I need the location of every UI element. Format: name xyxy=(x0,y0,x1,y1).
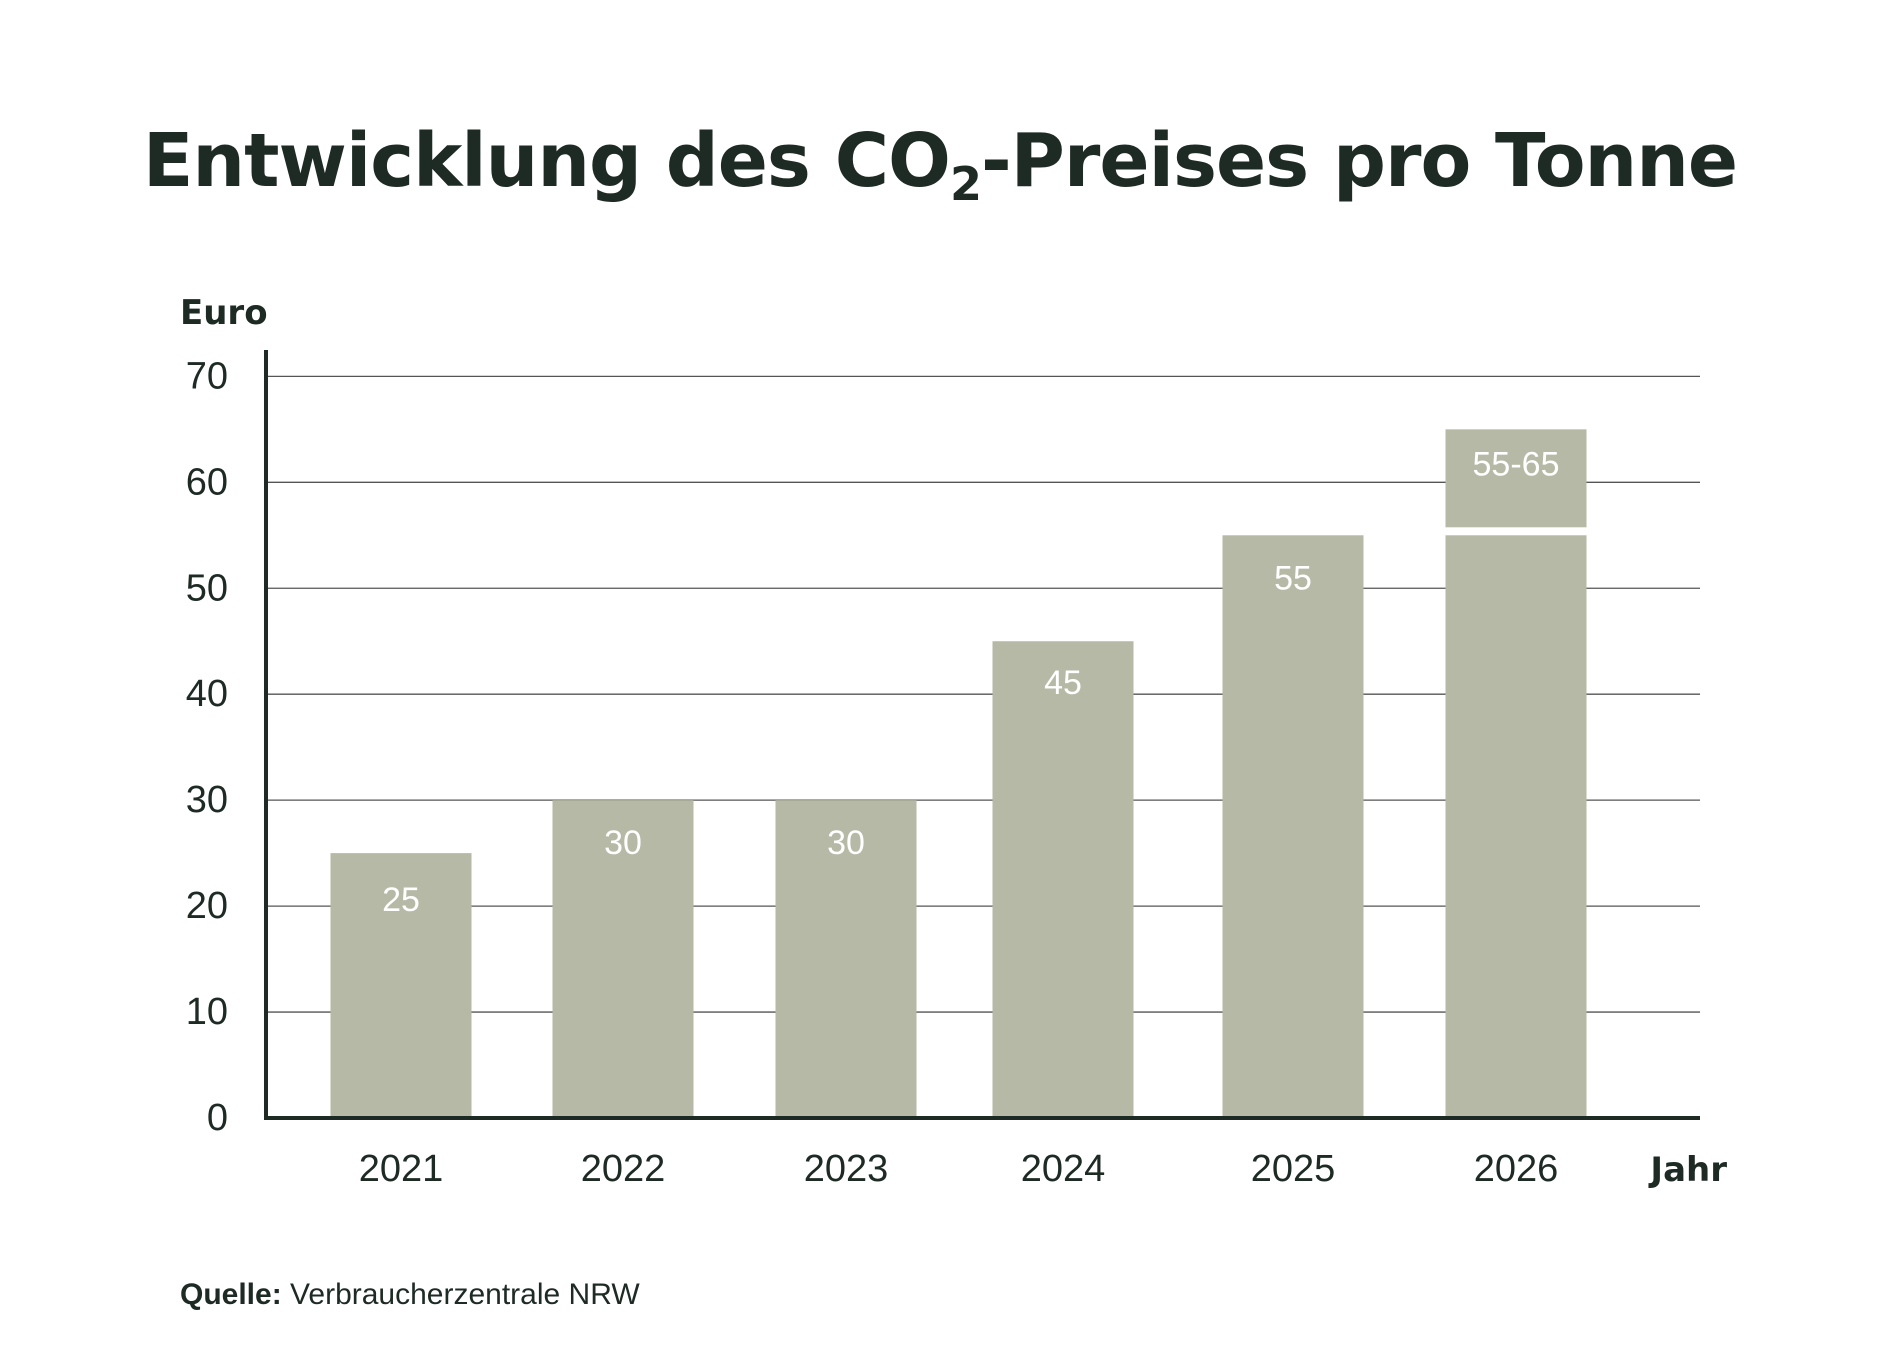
x-tick-label-2026: 2026 xyxy=(1474,1148,1559,1190)
chart-title: Entwicklung des CO2-Preises pro Tonne xyxy=(0,118,1880,211)
x-tick-label-2023: 2023 xyxy=(804,1148,889,1190)
title-text-after: -Preises pro Tonne xyxy=(980,118,1738,204)
bar-label-2023: 30 xyxy=(827,824,865,862)
source-note: Quelle: Verbraucherzentrale NRW xyxy=(180,1278,640,1312)
y-tick-label-20: 20 xyxy=(186,885,228,927)
bar-range-2026 xyxy=(1445,429,1587,528)
bar-label-2026: 55-65 xyxy=(1473,445,1560,483)
source-label: Quelle: xyxy=(180,1278,282,1311)
title-subscript: 2 xyxy=(949,157,982,211)
y-tick-label-30: 30 xyxy=(186,779,228,821)
y-tick-label-50: 50 xyxy=(186,567,228,609)
x-tick-label-2021: 2021 xyxy=(359,1148,444,1190)
bar-2022 xyxy=(552,800,694,1118)
y-tick-label-40: 40 xyxy=(186,673,228,715)
bar-2025 xyxy=(1222,535,1364,1118)
bar-label-2025: 55 xyxy=(1274,559,1312,597)
bar-label-2024: 45 xyxy=(1044,664,1082,702)
y-tick-label-70: 70 xyxy=(186,355,228,397)
y-tick-label-0: 0 xyxy=(207,1097,228,1139)
x-tick-label-2025: 2025 xyxy=(1251,1148,1336,1190)
bar-2024 xyxy=(992,641,1134,1118)
y-axis-label: Euro xyxy=(180,293,268,333)
y-tick-label-10: 10 xyxy=(186,991,228,1033)
bar-2021 xyxy=(330,853,472,1118)
bar-2023 xyxy=(775,800,917,1118)
x-tick-label-2022: 2022 xyxy=(581,1148,666,1190)
bar-label-2022: 30 xyxy=(604,824,642,862)
x-axis-label: Jahr xyxy=(1648,1150,1727,1190)
y-tick-label-60: 60 xyxy=(186,461,228,503)
bar-2026 xyxy=(1445,535,1587,1118)
source-text: Verbraucherzentrale NRW xyxy=(290,1278,640,1311)
bar-label-2021: 25 xyxy=(382,881,420,919)
x-tick-label-2024: 2024 xyxy=(1021,1148,1106,1190)
title-text-before: Entwicklung des CO xyxy=(142,118,951,204)
